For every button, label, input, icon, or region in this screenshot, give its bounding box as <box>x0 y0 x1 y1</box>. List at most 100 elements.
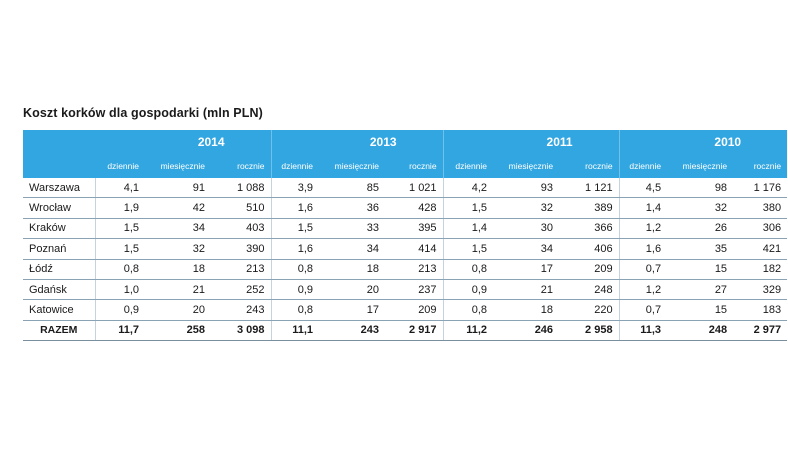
value-cell: 248 <box>559 279 620 301</box>
table-body: Warszawa 4,1 91 1 088 3,9 85 1 021 4,2 93 1 121 4,… <box>23 178 788 342</box>
value-cell: 395 <box>385 218 444 240</box>
value-cell: 1,5 <box>442 238 494 260</box>
year-header: 2010 <box>618 130 788 154</box>
city-name: Gdańsk <box>23 279 95 301</box>
value-cell: 428 <box>385 197 444 219</box>
table-row: Poznań 1,5 32 390 1,6 34 414 1,5 34 406 1,6 35 421 <box>23 238 788 260</box>
value-cell: 0,9 <box>270 279 320 301</box>
period-header: dziennie <box>270 154 320 178</box>
value-cell: 11,7 <box>94 319 145 342</box>
value-cell: 182 <box>733 259 788 280</box>
period-header: miesięcznie <box>319 154 386 178</box>
value-cell: 32 <box>667 197 734 219</box>
value-cell: 306 <box>733 218 788 240</box>
value-cell: 0,8 <box>270 299 320 321</box>
value-cell: 4,5 <box>618 178 668 199</box>
value-cell: 2 977 <box>733 319 788 342</box>
city-name: Kraków <box>23 218 95 240</box>
city-name: Poznań <box>23 238 95 260</box>
value-cell: 33 <box>319 218 386 240</box>
value-cell: 27 <box>667 279 734 301</box>
value-cell: 389 <box>559 197 620 219</box>
value-cell: 390 <box>211 238 272 260</box>
corner-cell <box>23 130 95 154</box>
value-cell: 36 <box>319 197 386 219</box>
value-cell: 1,0 <box>94 279 145 301</box>
value-cell: 20 <box>319 279 386 301</box>
value-cell: 1,5 <box>442 197 494 219</box>
value-cell: 0,7 <box>618 259 668 280</box>
year-header: 2014 <box>95 130 272 154</box>
value-cell: 183 <box>733 299 788 321</box>
value-cell: 243 <box>319 319 386 342</box>
period-header: miesięcznie <box>145 154 211 178</box>
period-header: rocznie <box>733 154 788 178</box>
value-cell: 34 <box>319 238 386 260</box>
period-header: rocznie <box>385 154 444 178</box>
value-cell: 18 <box>493 299 560 321</box>
value-cell: 93 <box>493 178 560 199</box>
year-header: 2011 <box>442 130 620 154</box>
value-cell: 1 088 <box>211 178 272 199</box>
value-cell: 1,9 <box>94 197 145 219</box>
value-cell: 366 <box>559 218 620 240</box>
value-cell: 15 <box>667 299 734 321</box>
value-cell: 26 <box>667 218 734 240</box>
value-cell: 4,2 <box>442 178 494 199</box>
value-cell: 4,1 <box>94 178 145 199</box>
value-cell: 237 <box>385 279 444 301</box>
value-cell: 1 021 <box>385 178 444 199</box>
corner-cell <box>23 154 95 178</box>
year-header: 2013 <box>270 130 444 154</box>
value-cell: 11,1 <box>270 319 320 342</box>
city-name: Łódź <box>23 259 95 280</box>
period-header: dziennie <box>442 154 494 178</box>
value-cell: 380 <box>733 197 788 219</box>
value-cell: 0,8 <box>442 259 494 280</box>
value-cell: 2 917 <box>385 319 444 342</box>
city-name: Wrocław <box>23 197 95 219</box>
table-row: Warszawa 4,1 91 1 088 3,9 85 1 021 4,2 93 1 121 4,… <box>23 178 788 199</box>
value-cell: 220 <box>559 299 620 321</box>
value-cell: 0,8 <box>94 259 145 280</box>
value-cell: 1,2 <box>618 279 668 301</box>
value-cell: 0,7 <box>618 299 668 321</box>
value-cell: 21 <box>145 279 211 301</box>
value-cell: 252 <box>211 279 272 301</box>
value-cell: 1,6 <box>270 238 320 260</box>
value-cell: 1,4 <box>618 197 668 219</box>
value-cell: 248 <box>667 319 734 342</box>
value-cell: 34 <box>145 218 211 240</box>
value-cell: 0,9 <box>442 279 494 301</box>
value-cell: 34 <box>493 238 560 260</box>
total-row: RAZEM 11,7 258 3 098 11,1 243 2 917 11,2 246 2 95… <box>23 319 788 342</box>
period-header: rocznie <box>559 154 620 178</box>
value-cell: 213 <box>211 259 272 280</box>
value-cell: 243 <box>211 299 272 321</box>
value-cell: 20 <box>145 299 211 321</box>
value-cell: 258 <box>145 319 211 342</box>
city-name: Warszawa <box>23 178 95 199</box>
value-cell: 1,6 <box>618 238 668 260</box>
period-header: dziennie <box>95 154 145 178</box>
period-header: miesięcznie <box>493 154 560 178</box>
value-cell: 17 <box>319 299 386 321</box>
value-cell: 1 121 <box>559 178 620 199</box>
value-cell: 30 <box>493 218 560 240</box>
value-cell: 403 <box>211 218 272 240</box>
value-cell: 209 <box>385 299 444 321</box>
value-cell: 406 <box>559 238 620 260</box>
value-cell: 11,3 <box>618 319 668 342</box>
value-cell: 15 <box>667 259 734 280</box>
value-cell: 21 <box>493 279 560 301</box>
value-cell: 1,2 <box>618 218 668 240</box>
value-cell: 0,8 <box>442 299 494 321</box>
value-cell: 414 <box>385 238 444 260</box>
value-cell: 1 176 <box>733 178 788 199</box>
value-cell: 11,2 <box>442 319 494 342</box>
year-header-row: 2014 2013 2011 2010 <box>23 130 788 154</box>
table-row: Gdańsk 1,0 21 252 0,9 20 237 0,9 21 248 1,2 27 329 <box>23 279 788 301</box>
value-cell: 32 <box>145 238 211 260</box>
value-cell: 42 <box>145 197 211 219</box>
value-cell: 85 <box>319 178 386 199</box>
